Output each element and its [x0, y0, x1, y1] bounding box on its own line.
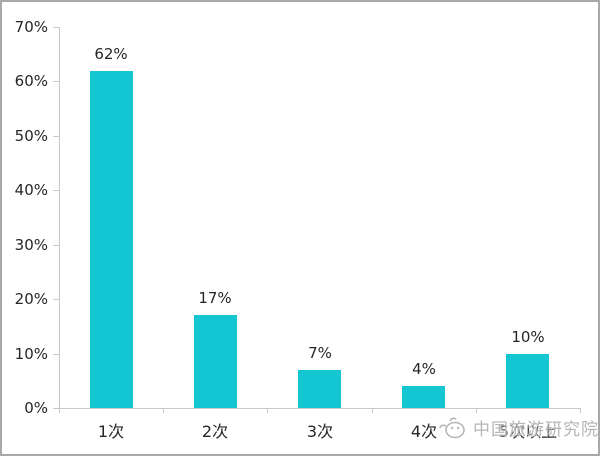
y-axis-tick — [53, 354, 59, 355]
x-axis-tick — [372, 408, 373, 413]
y-axis-tick-label: 40% — [14, 181, 48, 199]
x-axis-category-label: 3次 — [306, 422, 334, 441]
y-axis-tick-label: 10% — [14, 345, 48, 363]
bar-value-label: 7% — [308, 344, 332, 362]
bar — [90, 71, 133, 408]
y-axis-tick — [53, 27, 59, 28]
y-axis-tick — [53, 408, 59, 409]
x-axis-tick — [580, 408, 581, 413]
bar-value-label: 17% — [198, 289, 232, 307]
bar-value-label: 4% — [412, 360, 436, 378]
x-axis-tick — [267, 408, 268, 413]
y-axis-line — [59, 27, 60, 409]
x-axis-category-label: 5次以上 — [498, 422, 558, 441]
watermark-logo-icon — [438, 416, 468, 440]
y-axis-tick-label: 0% — [24, 399, 48, 417]
bar-value-label: 10% — [511, 328, 545, 346]
x-axis-tick — [59, 408, 60, 413]
bar-value-label: 62% — [94, 45, 128, 63]
y-axis-tick-label: 50% — [14, 127, 48, 145]
x-axis-tick — [163, 408, 164, 413]
x-axis-category-label: 4次 — [410, 422, 438, 441]
y-axis-tick — [53, 245, 59, 246]
y-axis-tick — [53, 190, 59, 191]
watermark: 中国旅游研究院 — [438, 415, 599, 440]
bar — [298, 370, 341, 408]
x-axis-line — [59, 408, 581, 409]
y-axis-tick-label: 70% — [14, 18, 48, 36]
watermark-text: 中国旅游研究院 — [473, 420, 599, 440]
y-axis-tick — [53, 81, 59, 82]
bar — [402, 386, 445, 408]
y-axis-tick-label: 20% — [14, 290, 48, 308]
bar — [506, 354, 549, 408]
y-axis-tick-label: 30% — [14, 236, 48, 254]
x-axis-category-label: 2次 — [201, 422, 229, 441]
x-axis-category-label: 1次 — [97, 422, 125, 441]
y-axis-tick — [53, 299, 59, 300]
y-axis-tick — [53, 136, 59, 137]
bar — [194, 315, 237, 408]
x-axis-tick — [476, 408, 477, 413]
y-axis-tick-label: 60% — [14, 72, 48, 90]
